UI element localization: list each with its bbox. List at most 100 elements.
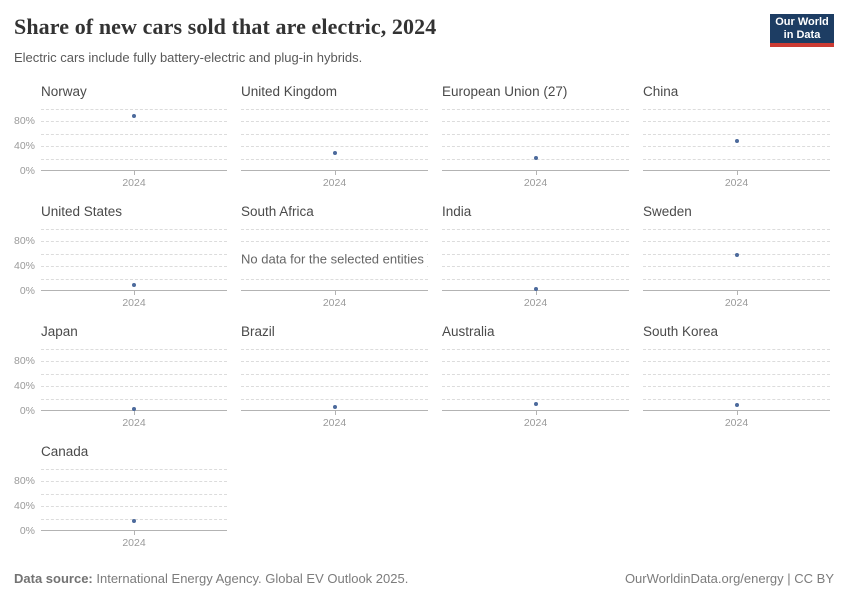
gridline-20 (643, 278, 830, 280)
gridline-80 (442, 241, 629, 243)
panel-plot-area: 2024 (643, 109, 830, 189)
x-axis-line (643, 170, 830, 171)
gridline-60 (442, 133, 629, 135)
data-point[interactable] (734, 139, 739, 144)
gridline-20 (241, 278, 428, 280)
gridline-60 (41, 493, 227, 495)
gridline-80 (241, 241, 428, 243)
panel-title: India (442, 204, 472, 219)
panels-grid: Norway 0% 40% 80% 2024 United Kingdom 2024 Euro… (14, 84, 830, 564)
gridline-40 (442, 146, 629, 148)
gridline-80 (41, 241, 227, 243)
panel-title: South Korea (643, 324, 719, 339)
gridline-60 (241, 373, 428, 375)
panel-south-korea: South Korea 2024 (643, 324, 830, 444)
gridline-100 (442, 109, 629, 110)
data-point[interactable] (533, 401, 538, 406)
data-point[interactable] (332, 151, 337, 156)
gridline-40 (442, 266, 629, 268)
x-axis-tick (134, 411, 135, 415)
no-data-message: No data for the selected entities (241, 248, 427, 270)
data-point[interactable] (132, 519, 136, 524)
x-axis-tick-label: 2024 (122, 297, 146, 309)
credit-line: OurWorldinData.org/energy | CC BY (624, 571, 834, 586)
gridline-80 (643, 361, 830, 363)
panel-title: Japan (41, 324, 78, 339)
gridline-20 (241, 398, 428, 400)
gridline-100 (442, 229, 629, 230)
x-axis-tick-label: 2024 (122, 537, 146, 549)
data-source-note: Data source: International Energy Agency… (14, 571, 408, 586)
gridline-80 (41, 481, 227, 483)
y-axis-tick-label: 40% (13, 380, 35, 393)
panel-plot-area: No data for the selected entities 2024 (241, 229, 428, 309)
gridline-20 (643, 398, 830, 400)
x-axis-tick-label: 2024 (322, 177, 347, 189)
x-axis-line (41, 170, 227, 171)
data-point[interactable] (533, 287, 538, 292)
data-point[interactable] (734, 403, 739, 408)
x-axis-tick (736, 411, 738, 415)
panel-title: Canada (41, 444, 89, 459)
gridline-20 (41, 278, 227, 280)
panel-title: Sweden (643, 204, 692, 219)
gridline-40 (442, 386, 629, 388)
panel-australia: Australia 2024 (442, 324, 629, 444)
gridline-20 (643, 158, 830, 160)
x-axis-tick (535, 291, 537, 295)
panel-plot-area: 2024 (643, 349, 830, 429)
y-axis-tick-label: 0% (19, 405, 35, 417)
gridline-80 (241, 361, 428, 363)
data-point[interactable] (132, 113, 136, 118)
chart-subtitle: Electric cars include fully battery-elec… (14, 50, 363, 65)
x-axis-line (41, 290, 227, 291)
x-axis-tick (134, 291, 135, 295)
gridline-80 (643, 121, 830, 123)
gridline-40 (643, 266, 830, 268)
gridline-40 (241, 386, 428, 388)
y-axis-tick-label: 80% (13, 475, 35, 488)
x-axis-tick-label: 2024 (523, 177, 548, 189)
gridline-80 (41, 121, 227, 123)
gridline-20 (241, 158, 428, 160)
data-point[interactable] (132, 282, 136, 287)
gridline-40 (643, 146, 830, 148)
gridline-100 (41, 349, 227, 350)
gridline-60 (241, 133, 428, 135)
x-axis-line (241, 170, 428, 171)
data-point[interactable] (332, 404, 337, 409)
y-axis-tick-label: 0% (19, 165, 35, 177)
panel-plot-area: 2024 (241, 109, 428, 189)
gridline-60 (442, 373, 629, 375)
gridline-60 (41, 253, 227, 255)
gridline-60 (41, 133, 227, 135)
gridline-80 (442, 361, 629, 363)
gridline-100 (41, 229, 227, 230)
panel-plot-area: 0% 40% 80% 2024 (14, 109, 227, 189)
gridline-20 (442, 398, 629, 400)
panel-title: Norway (41, 84, 87, 99)
gridline-60 (442, 253, 629, 255)
data-point[interactable] (132, 407, 136, 412)
panel-plot-area: 2024 (241, 349, 428, 429)
gridline-80 (41, 361, 227, 363)
panel-china: China 2024 (643, 84, 830, 204)
panel-canada: Canada 0% 40% 80% 2024 (14, 444, 227, 564)
data-point[interactable] (734, 253, 739, 258)
panel-title: Brazil (241, 324, 275, 339)
x-axis-line (442, 410, 629, 411)
owid-logo-line2: in Data (783, 28, 821, 41)
panel-south-africa: South Africa No data for the selected ent… (241, 204, 428, 324)
panel-title: South Africa (241, 204, 314, 219)
panel-title: China (643, 84, 679, 99)
gridline-40 (41, 386, 227, 388)
y-axis-tick-label: 80% (13, 355, 35, 368)
panel-plot-area: 0% 40% 80% 2024 (14, 349, 227, 429)
data-point[interactable] (533, 155, 538, 160)
gridline-100 (643, 109, 830, 110)
gridline-40 (643, 386, 830, 388)
gridline-60 (41, 373, 227, 375)
gridline-100 (241, 229, 428, 230)
y-axis-tick-label: 80% (13, 235, 35, 248)
chart-header: Share of new cars sold that are electric… (14, 14, 834, 65)
